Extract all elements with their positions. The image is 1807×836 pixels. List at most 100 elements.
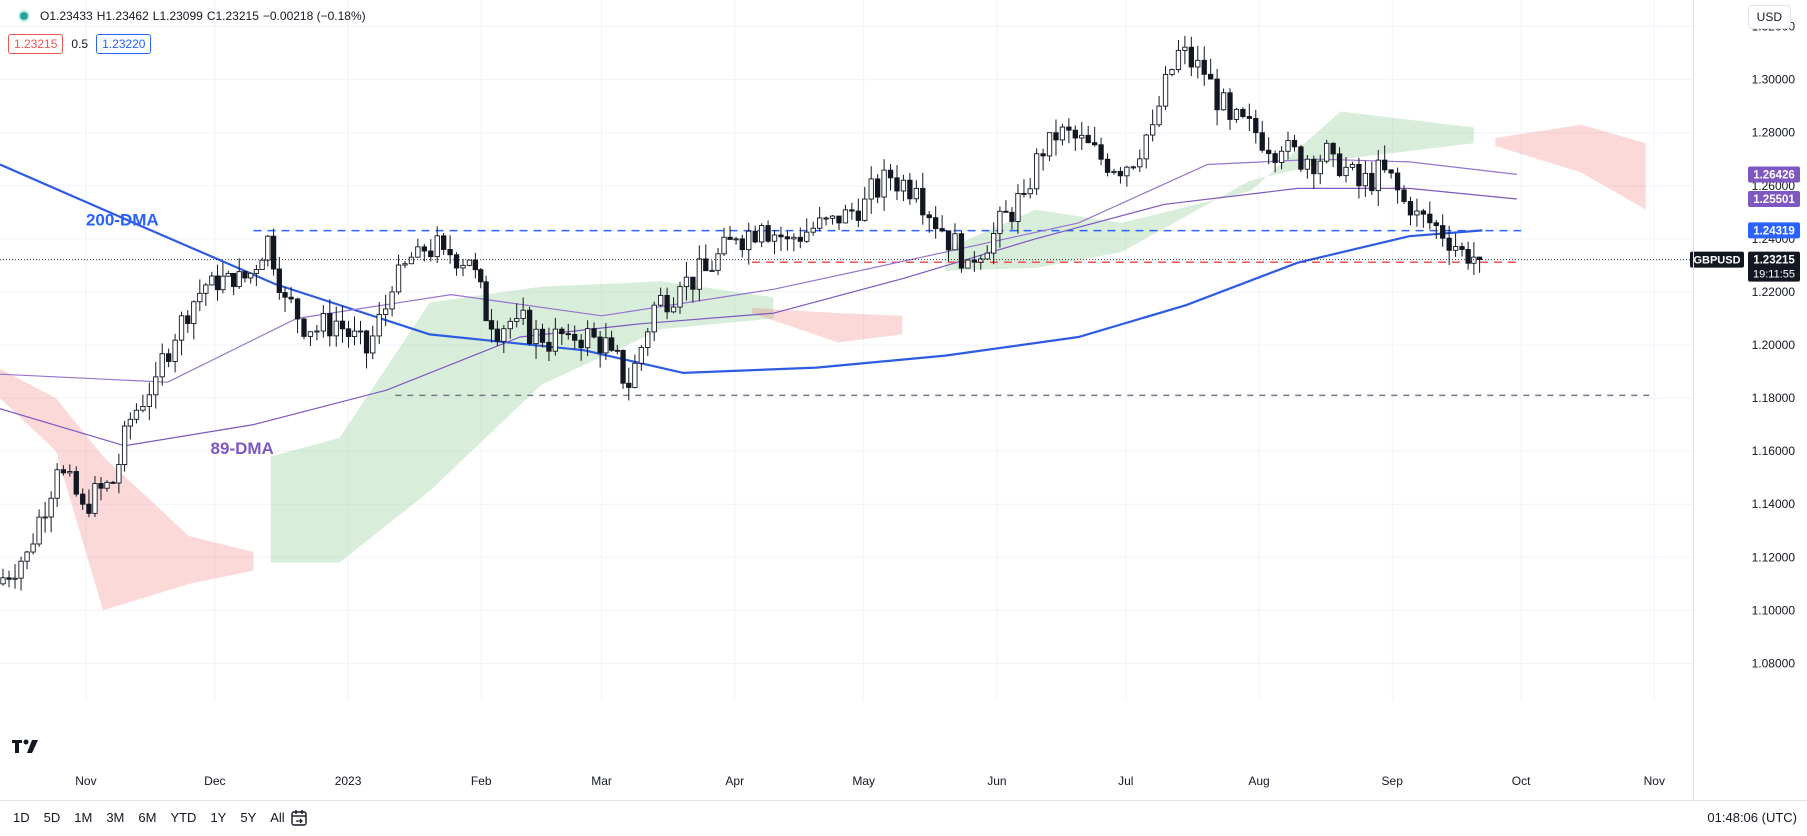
candle[interactable] (1201, 46, 1207, 86)
candle[interactable] (389, 286, 395, 317)
candle[interactable] (784, 231, 791, 251)
candle[interactable] (1015, 184, 1021, 234)
candle[interactable] (253, 264, 260, 286)
candle[interactable] (1098, 137, 1104, 166)
candle[interactable] (494, 320, 501, 346)
candle[interactable] (1407, 196, 1414, 226)
candle[interactable] (620, 349, 626, 389)
candle[interactable] (881, 159, 887, 211)
candle[interactable] (1072, 125, 1078, 151)
candle[interactable] (920, 172, 926, 225)
candle[interactable] (259, 257, 265, 271)
buy-button[interactable]: 1.23220 (96, 34, 152, 54)
candle[interactable] (441, 232, 447, 255)
price-axis[interactable]: 1.08000 1.10000 1.12000 1.14000 1.16000 1.180… (1752, 20, 1796, 671)
candle[interactable] (991, 222, 997, 265)
candle[interactable] (191, 300, 197, 340)
candle[interactable] (339, 305, 346, 343)
candle[interactable] (133, 403, 140, 424)
candle[interactable] (765, 220, 771, 243)
candle[interactable] (395, 254, 402, 295)
candle[interactable] (715, 247, 721, 276)
candle[interactable] (1278, 146, 1285, 170)
candle[interactable] (823, 216, 829, 226)
candle[interactable] (638, 345, 644, 371)
candle[interactable] (1253, 109, 1259, 144)
candle[interactable] (1188, 36, 1194, 77)
candle[interactable] (907, 173, 913, 205)
candle[interactable] (1124, 165, 1130, 187)
candle[interactable] (1053, 119, 1059, 156)
candle[interactable] (933, 206, 939, 239)
candle[interactable] (1085, 125, 1091, 144)
candle[interactable] (690, 276, 696, 303)
candle[interactable] (778, 226, 784, 251)
candle[interactable] (645, 327, 651, 356)
candle[interactable] (178, 311, 185, 356)
candle[interactable] (1452, 233, 1459, 258)
candle[interactable] (1272, 150, 1278, 173)
candle[interactable] (197, 279, 203, 312)
candle[interactable] (842, 204, 849, 224)
candle[interactable] (1220, 88, 1227, 111)
candle[interactable] (434, 226, 440, 263)
candle[interactable] (1266, 137, 1272, 165)
candle[interactable] (1298, 144, 1304, 173)
candle[interactable] (1021, 179, 1027, 198)
candle[interactable] (1285, 131, 1291, 160)
candle[interactable] (402, 261, 408, 269)
candle[interactable] (578, 334, 584, 361)
candle[interactable] (294, 297, 301, 333)
candle[interactable] (965, 259, 971, 269)
candle[interactable] (913, 180, 919, 203)
timeframe-5d[interactable]: 5D (43, 810, 61, 825)
candle[interactable] (1156, 96, 1162, 128)
candle[interactable] (1182, 35, 1188, 65)
candle[interactable] (86, 489, 92, 518)
candle[interactable] (1195, 45, 1201, 79)
candle[interactable] (539, 323, 546, 348)
candle[interactable] (1471, 242, 1477, 275)
candle[interactable] (868, 166, 874, 214)
candle[interactable] (1130, 165, 1136, 170)
candle[interactable] (1369, 161, 1375, 195)
candle[interactable] (1046, 132, 1053, 161)
candle[interactable] (533, 319, 539, 359)
candle[interactable] (1150, 109, 1156, 142)
candle[interactable] (376, 302, 382, 344)
candle[interactable] (288, 287, 294, 304)
candle[interactable] (971, 251, 977, 272)
candle[interactable] (939, 215, 945, 233)
candle[interactable] (345, 320, 352, 348)
candle[interactable] (18, 556, 24, 591)
candle[interactable] (1311, 155, 1317, 189)
candle[interactable] (1394, 167, 1401, 204)
candle[interactable] (559, 327, 565, 345)
candle[interactable] (1433, 219, 1439, 239)
candle[interactable] (447, 235, 453, 264)
timeframe-6m[interactable]: 6M (138, 810, 157, 825)
candle[interactable] (92, 476, 98, 518)
candle[interactable] (428, 239, 434, 262)
candle[interactable] (733, 236, 739, 245)
candlesticks[interactable] (0, 35, 1483, 591)
candle[interactable] (67, 464, 73, 477)
candle[interactable] (1427, 201, 1433, 230)
candle[interactable] (727, 226, 733, 240)
candle[interactable] (248, 272, 254, 284)
candle[interactable] (1362, 160, 1369, 197)
candle[interactable] (1420, 208, 1427, 228)
candle[interactable] (466, 259, 473, 267)
candle[interactable] (478, 267, 484, 289)
candle[interactable] (1343, 157, 1349, 183)
candle[interactable] (849, 202, 855, 220)
candle[interactable] (1446, 225, 1452, 266)
candle[interactable] (791, 233, 797, 252)
candle[interactable] (153, 362, 159, 409)
candle[interactable] (804, 218, 810, 244)
candle[interactable] (265, 234, 271, 267)
candle[interactable] (1227, 88, 1233, 130)
candle[interactable] (1059, 123, 1066, 146)
candle[interactable] (1233, 107, 1240, 123)
